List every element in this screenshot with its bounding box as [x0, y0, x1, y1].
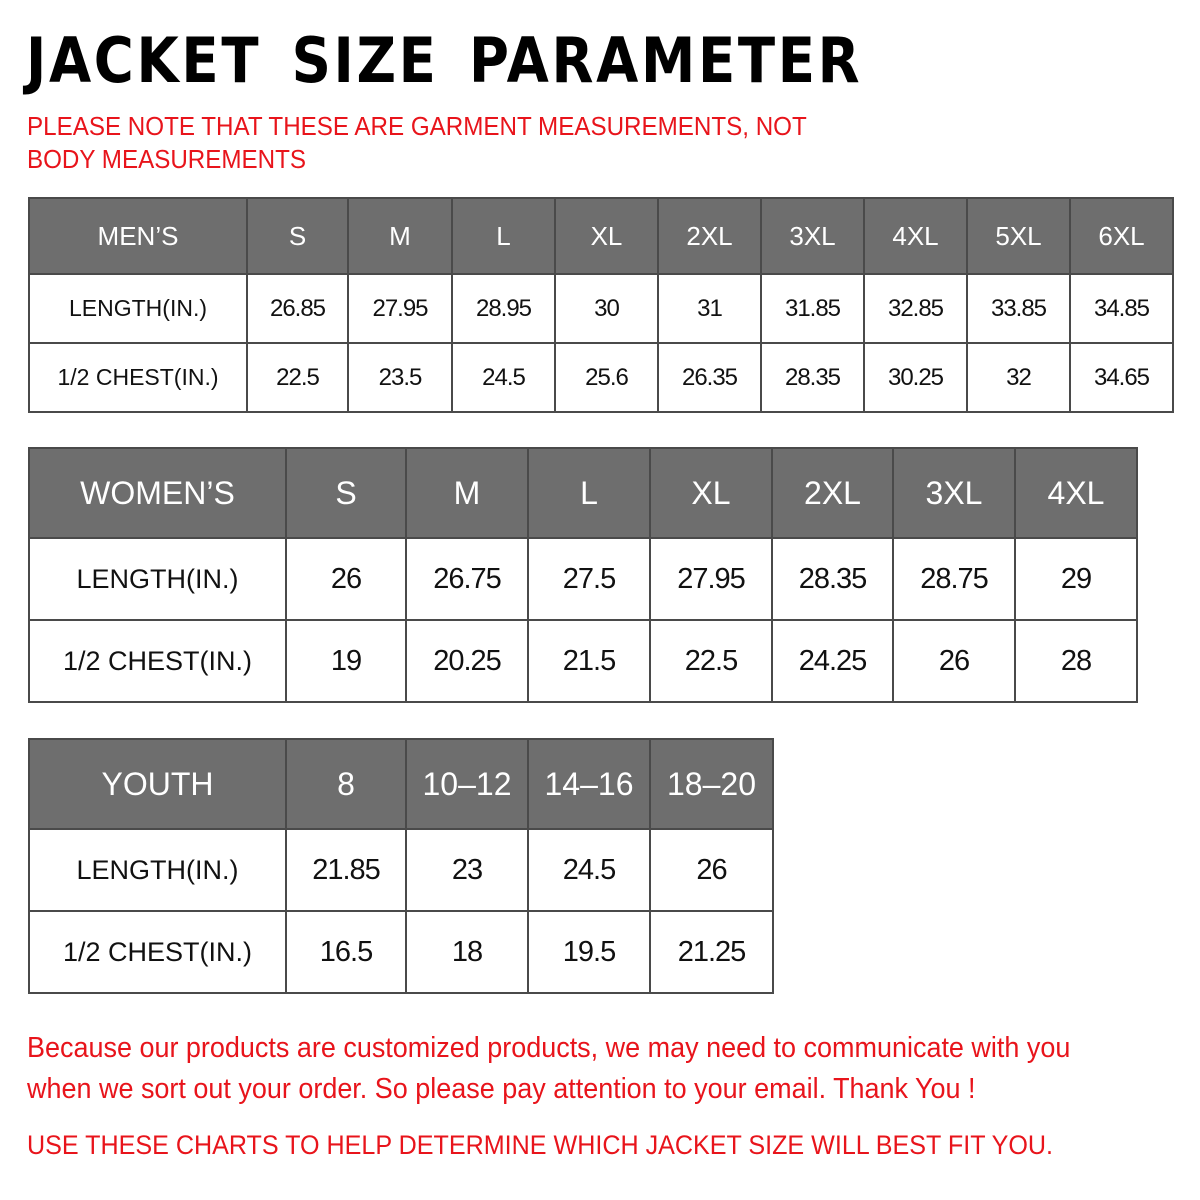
size-header: 4XL	[1014, 447, 1138, 539]
measurement-cell: 28.35	[760, 342, 865, 413]
measurement-cell: 28.75	[892, 537, 1016, 621]
measurement-cell: 32	[966, 342, 1071, 413]
size-header: 4XL	[863, 197, 968, 275]
size-header: L	[451, 197, 556, 275]
measurement-cell: 26	[285, 537, 407, 621]
size-header: M	[347, 197, 453, 275]
measurement-cell: 26.35	[657, 342, 762, 413]
size-header: 3XL	[760, 197, 865, 275]
size-header: L	[527, 447, 651, 539]
size-header: 6XL	[1069, 197, 1174, 275]
size-header: 2XL	[657, 197, 762, 275]
row-label: 1/2 CHEST(IN.)	[28, 342, 248, 413]
header-row: WOMEN’S S M L XL 2XL 3XL 4XL	[28, 447, 1138, 539]
measurement-cell: 26	[649, 828, 774, 912]
measurement-cell: 28.35	[771, 537, 894, 621]
size-header: 2XL	[771, 447, 894, 539]
measurement-cell: 33.85	[966, 273, 1071, 344]
measurement-cell: 19	[285, 619, 407, 703]
table-category-header: MEN’S	[28, 197, 248, 275]
size-header: 8	[285, 738, 407, 830]
measurement-cell: 19.5	[527, 910, 651, 994]
header-row: MEN’S S M L XL 2XL 3XL 4XL 5XL 6XL	[28, 197, 1174, 275]
table-row: LENGTH(IN.) 21.85 23 24.5 26	[28, 828, 774, 912]
measurement-cell: 24.25	[771, 619, 894, 703]
size-header: 18–20	[649, 738, 774, 830]
measurement-cell: 21.85	[285, 828, 407, 912]
measurement-cell: 30.25	[863, 342, 968, 413]
size-header: 14–16	[527, 738, 651, 830]
table-row: LENGTH(IN.) 26 26.75 27.5 27.95 28.35 28.75 29	[28, 537, 1138, 621]
size-header: 5XL	[966, 197, 1071, 275]
size-header: XL	[649, 447, 773, 539]
measurement-cell: 18	[405, 910, 529, 994]
measurement-cell: 27.95	[649, 537, 773, 621]
measurement-cell: 23	[405, 828, 529, 912]
measurement-cell: 28	[1014, 619, 1138, 703]
measurement-cell: 16.5	[285, 910, 407, 994]
row-label: 1/2 CHEST(IN.)	[28, 910, 287, 994]
measurement-cell: 32.85	[863, 273, 968, 344]
measurement-cell: 21.25	[649, 910, 774, 994]
measurement-cell: 21.5	[527, 619, 651, 703]
measurement-cell: 22.5	[246, 342, 349, 413]
size-header: 10–12	[405, 738, 529, 830]
measurement-cell: 23.5	[347, 342, 453, 413]
size-header: S	[285, 447, 407, 539]
mens-size-table: MEN’S S M L XL 2XL 3XL 4XL 5XL 6XL LENGTH(IN.) 26.8…	[28, 197, 1174, 413]
size-help-note: USE THESE CHARTS TO HELP DETERMINE WHICH…	[27, 1130, 1054, 1160]
measurement-cell: 34.65	[1069, 342, 1174, 413]
table-row: 1/2 CHEST(IN.) 19 20.25 21.5 22.5 24.25 26 28	[28, 619, 1138, 703]
measurement-cell: 30	[554, 273, 659, 344]
table-row: 1/2 CHEST(IN.) 22.5 23.5 24.5 25.6 26.35 28.35…	[28, 342, 1174, 413]
measurement-cell: 34.85	[1069, 273, 1174, 344]
header-row: YOUTH 8 10–12 14–16 18–20	[28, 738, 774, 830]
table-row: 1/2 CHEST(IN.) 16.5 18 19.5 21.25	[28, 910, 774, 994]
size-header: 3XL	[892, 447, 1016, 539]
table-category-header: WOMEN’S	[28, 447, 287, 539]
size-header: XL	[554, 197, 659, 275]
youth-size-table: YOUTH 8 10–12 14–16 18–20 LENGTH(IN.) 21.85 23 2…	[28, 738, 774, 994]
measurement-cell: 25.6	[554, 342, 659, 413]
measurement-cell: 26	[892, 619, 1016, 703]
size-header: M	[405, 447, 529, 539]
womens-size-table: WOMEN’S S M L XL 2XL 3XL 4XL LENGTH(IN.) 26 26.75 2…	[28, 447, 1138, 703]
measurement-note: PLEASE NOTE THAT THESE ARE GARMENT MEASU…	[27, 111, 807, 174]
table-row: LENGTH(IN.) 26.85 27.95 28.95 30 31 31.85 32.85…	[28, 273, 1174, 344]
measurement-cell: 28.95	[451, 273, 556, 344]
measurement-cell: 27.95	[347, 273, 453, 344]
measurement-cell: 20.25	[405, 619, 529, 703]
measurement-cell: 26.75	[405, 537, 529, 621]
measurement-cell: 27.5	[527, 537, 651, 621]
table-category-header: YOUTH	[28, 738, 287, 830]
measurement-cell: 26.85	[246, 273, 349, 344]
measurement-cell: 31	[657, 273, 762, 344]
measurement-cell: 22.5	[649, 619, 773, 703]
page-title: JACKET SIZE PARAMETER	[26, 24, 863, 97]
row-label: 1/2 CHEST(IN.)	[28, 619, 287, 703]
row-label: LENGTH(IN.)	[28, 537, 287, 621]
row-label: LENGTH(IN.)	[28, 273, 248, 344]
row-label: LENGTH(IN.)	[28, 828, 287, 912]
measurement-cell: 29	[1014, 537, 1138, 621]
measurement-cell: 24.5	[451, 342, 556, 413]
measurement-cell: 24.5	[527, 828, 651, 912]
size-header: S	[246, 197, 349, 275]
measurement-cell: 31.85	[760, 273, 865, 344]
customization-notice: Because our products are customized prod…	[27, 1032, 1071, 1105]
